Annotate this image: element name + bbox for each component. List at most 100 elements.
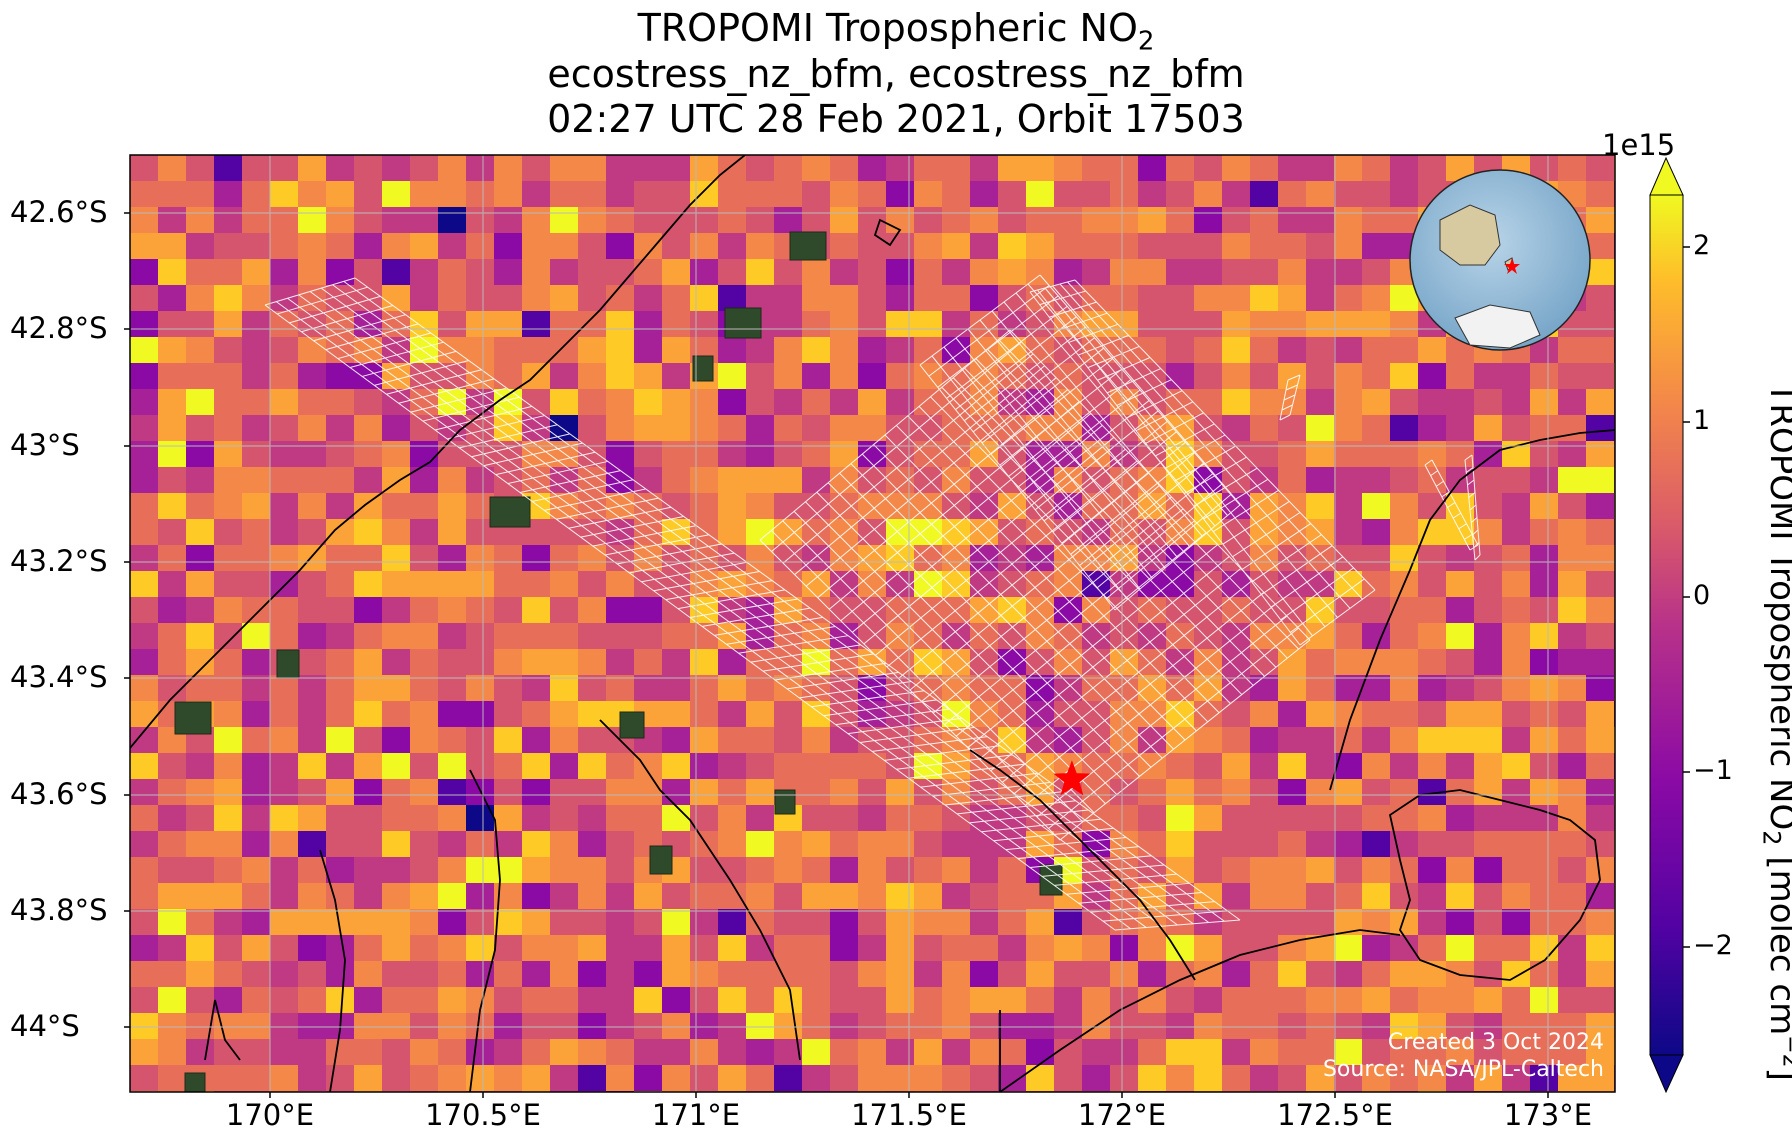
no2-pixel (1362, 753, 1391, 780)
no2-pixel (1390, 727, 1419, 754)
no2-pixel (662, 467, 691, 494)
no2-pixel (298, 415, 327, 442)
no2-pixel (158, 831, 187, 858)
no2-pixel (410, 753, 439, 780)
no2-pixel (242, 571, 271, 598)
no2-pixel (550, 727, 579, 754)
no2-pixel (1222, 285, 1251, 312)
no2-pixel (1362, 545, 1391, 572)
no2-pixel (1362, 779, 1391, 806)
no2-pixel (1194, 233, 1223, 260)
no2-pixel (1306, 363, 1335, 390)
no2-pixel (1474, 805, 1503, 832)
no2-pixel (1390, 285, 1419, 312)
no2-pixel (970, 1013, 999, 1040)
no2-pixel (718, 259, 747, 286)
no2-pixel (550, 1013, 579, 1040)
no2-pixel (1250, 415, 1279, 442)
no2-pixel (270, 805, 299, 832)
footprint-line (1097, 357, 1151, 381)
no2-pixel (690, 441, 719, 468)
no2-pixel (1306, 441, 1335, 468)
no2-pixel (746, 181, 775, 208)
no2-pixel (1334, 363, 1363, 390)
no2-pixel (242, 467, 271, 494)
no2-pixel (1390, 311, 1419, 338)
no2-pixel (494, 597, 523, 624)
no2-pixel (1502, 831, 1531, 858)
no2-pixel (1502, 493, 1531, 520)
no2-pixel (634, 285, 663, 312)
no2-pixel (1278, 1039, 1307, 1066)
no2-pixel (1614, 779, 1615, 806)
no2-pixel (270, 675, 299, 702)
no2-pixel (354, 181, 383, 208)
no2-pixel (802, 883, 831, 910)
no2-pixel (1250, 389, 1279, 416)
no2-pixel (1558, 571, 1587, 598)
no2-pixel (130, 883, 159, 910)
no2-pixel (1474, 571, 1503, 598)
no2-pixel (606, 987, 635, 1014)
no2-pixel (354, 207, 383, 234)
colorbar-gradient (1649, 194, 1684, 1056)
no2-pixel (130, 1039, 159, 1066)
no2-pixel (550, 389, 579, 416)
no2-pixel (1166, 1065, 1195, 1092)
no2-pixel (158, 493, 187, 520)
no2-pixel (606, 961, 635, 988)
no2-pixel (130, 961, 159, 988)
no2-pixel (718, 441, 747, 468)
no2-pixel (634, 571, 663, 598)
no2-pixel (242, 181, 271, 208)
no2-pixel (886, 883, 915, 910)
no2-pixel (830, 233, 859, 260)
no2-pixel (998, 545, 1027, 572)
no2-pixel (130, 571, 159, 598)
no2-pixel (1222, 727, 1251, 754)
no2-pixel (1362, 337, 1391, 364)
no2-pixel (1278, 961, 1307, 988)
no2-pixel (158, 519, 187, 546)
no2-pixel (298, 961, 327, 988)
no2-pixel (326, 155, 355, 182)
no2-pixel (1586, 363, 1615, 390)
no2-pixel (718, 233, 747, 260)
no2-pixel (298, 337, 327, 364)
ecostress-image-patch (1039, 864, 1063, 896)
no2-pixel (774, 1013, 803, 1040)
footprint-line (1145, 412, 1204, 444)
no2-pixel (1334, 155, 1363, 182)
no2-pixel (914, 1039, 943, 1066)
no2-pixel (186, 805, 215, 832)
no2-pixel (382, 831, 411, 858)
no2-pixel (1558, 519, 1587, 546)
no2-pixel (1390, 779, 1419, 806)
no2-pixel (326, 831, 355, 858)
no2-pixel (886, 155, 915, 182)
lat-label: 43°S (10, 428, 80, 462)
footprint-line (1472, 529, 1479, 536)
no2-pixel (1166, 285, 1195, 312)
no2-pixel (1166, 207, 1195, 234)
no2-pixel (158, 1039, 187, 1066)
no2-pixel (242, 909, 271, 936)
no2-pixel (214, 597, 243, 624)
footprint-line (896, 754, 1013, 770)
no2-pixel (1334, 311, 1363, 338)
no2-pixel (942, 259, 971, 286)
footprint-line (1078, 891, 1203, 904)
no2-pixel (718, 207, 747, 234)
no2-pixel (1446, 571, 1475, 598)
footprint-line (568, 506, 672, 529)
no2-pixel (662, 155, 691, 182)
no2-pixel (1390, 363, 1419, 390)
no2-pixel (522, 753, 551, 780)
no2-pixel (746, 831, 775, 858)
no2-pixel (1614, 909, 1615, 936)
no2-pixel (1194, 545, 1223, 572)
no2-pixel (186, 285, 215, 312)
no2-pixel (130, 857, 159, 884)
no2-pixel (830, 415, 859, 442)
no2-pixel (270, 727, 299, 754)
